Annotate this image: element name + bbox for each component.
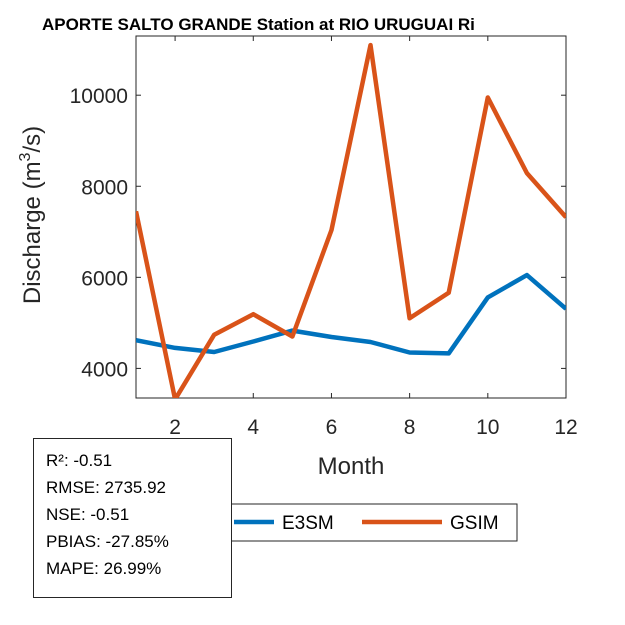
y-axis-label-superscript: 3	[17, 152, 34, 161]
metrics-box: R²: -0.51 RMSE: 2735.92 NSE: -0.51 PBIAS…	[33, 438, 232, 598]
x-tick-label: 8	[404, 416, 416, 439]
x-tick-label: 10	[476, 416, 499, 439]
series-line-gsim	[136, 42, 566, 398]
axes-frame	[135, 35, 567, 399]
legend-label-gsim: GSIM	[450, 513, 499, 534]
x-axis-label: Month	[318, 453, 385, 480]
y-tick-label: 8000	[81, 176, 128, 199]
rmse-value: RMSE: 2735.92	[46, 478, 167, 497]
legend-label-e3sm: E3SM	[282, 513, 334, 534]
y-axis-label-prefix: Discharge (m	[19, 161, 46, 304]
x-tick-label: 2	[169, 416, 181, 439]
series-group	[136, 42, 566, 398]
chart-title: APORTE SALTO GRANDE Station at RIO URUGU…	[42, 15, 475, 34]
x-tick-label: 4	[247, 416, 259, 439]
tick-group: 2 4 6 8 10 12 4000 6000 8000 10000	[70, 36, 578, 439]
nse-value: NSE: -0.51	[46, 505, 130, 524]
x-tick-label: 12	[554, 416, 577, 439]
y-tick-label: 6000	[81, 267, 128, 290]
y-tick-label: 10000	[70, 85, 128, 108]
pbias-value: PBIAS: -27.85%	[46, 532, 169, 551]
y-axis-label-suffix: /s)	[19, 126, 46, 153]
series-line-e3sm	[136, 272, 566, 356]
legend: E3SM GSIM	[227, 503, 518, 542]
x-tick-label: 6	[326, 416, 338, 439]
r-squared-value: R²: -0.51	[46, 451, 113, 470]
mape-value: MAPE: 26.99%	[46, 559, 162, 578]
y-axis-label: Discharge (m3/s)	[17, 126, 46, 304]
y-tick-label: 4000	[81, 358, 128, 381]
plot-area	[135, 35, 567, 399]
